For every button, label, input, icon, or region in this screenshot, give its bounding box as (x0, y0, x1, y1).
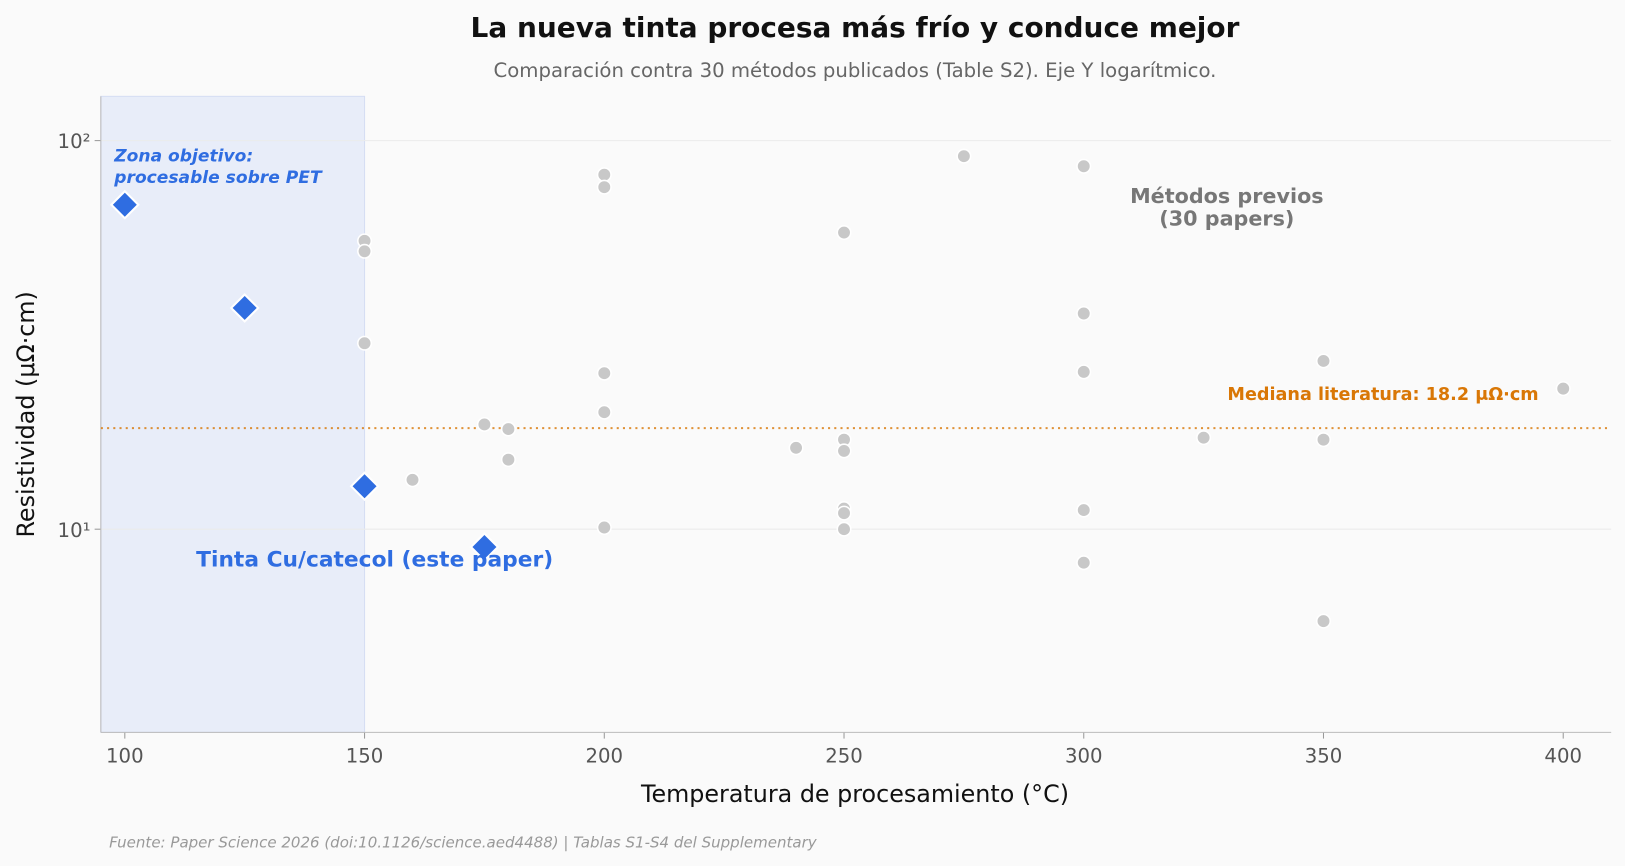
median-label: Mediana literatura: 18.2 μΩ·cm (1227, 385, 1538, 405)
zone-label: procesable sobre PET (113, 168, 323, 188)
data-point (596, 167, 612, 183)
series-label: Métodos previos (1130, 184, 1324, 208)
data-point (1315, 353, 1331, 369)
data-point (836, 443, 852, 459)
chart-title: La nueva tinta procesa más frío y conduc… (471, 11, 1240, 44)
data-point (500, 452, 516, 468)
data-point (788, 440, 804, 456)
data-point (357, 335, 373, 351)
data-point (1076, 158, 1092, 174)
y-axis-label: Resistividad (μΩ·cm) (12, 291, 40, 537)
data-point (1076, 555, 1092, 571)
data-point (596, 520, 612, 536)
data-point (836, 521, 852, 537)
x-tick-label: 400 (1544, 745, 1582, 768)
data-point (357, 243, 373, 259)
chart-subtitle: Comparación contra 30 métodos publicados… (494, 59, 1217, 82)
source-note: Fuente: Paper Science 2026 (doi:10.1126/… (109, 834, 818, 852)
x-tick-label: 300 (1065, 745, 1103, 768)
x-axis-label: Temperatura de procesamiento (°C) (640, 780, 1069, 808)
data-point (836, 505, 852, 521)
data-point (404, 472, 421, 488)
data-point (596, 404, 612, 420)
data-point (500, 421, 516, 437)
series-label: Tinta Cu/catecol (este paper) (196, 547, 553, 572)
highlight-zone (100, 95, 366, 733)
data-point (1315, 432, 1331, 448)
data-point (229, 293, 260, 323)
data-point (469, 532, 500, 562)
x-tick-label: 100 (106, 745, 144, 768)
x-tick-label: 200 (586, 745, 624, 768)
data-point (836, 225, 852, 241)
data-point (476, 416, 492, 432)
y-tick-label: 10¹ (58, 519, 91, 542)
x-tick-label: 250 (825, 745, 863, 768)
x-tick-label: 350 (1305, 745, 1343, 768)
data-point (1196, 430, 1212, 446)
data-point (1076, 305, 1092, 322)
data-point (956, 148, 972, 164)
data-point (596, 179, 612, 195)
zone-label: Zona objetivo: (113, 146, 253, 166)
data-point (1076, 502, 1092, 518)
data-point (349, 471, 380, 502)
data-point (1076, 364, 1092, 380)
x-tick-label: 150 (346, 745, 384, 768)
data-point (1315, 613, 1331, 629)
y-tick-label: 10² (58, 130, 91, 153)
series-label: (30 papers) (1159, 207, 1294, 231)
data-point (1555, 381, 1571, 397)
data-point (596, 365, 612, 381)
data-point (109, 189, 140, 220)
